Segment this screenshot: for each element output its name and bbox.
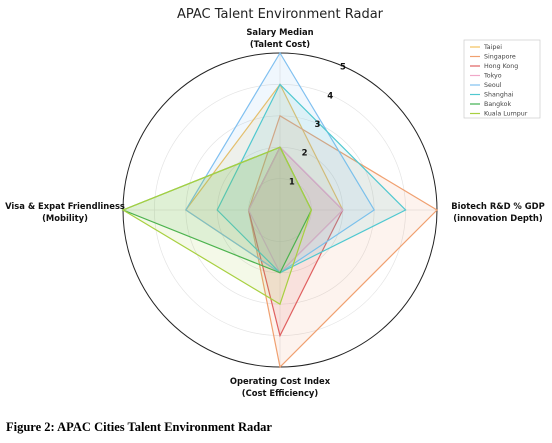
legend-label-1: Singapore <box>484 54 516 61</box>
legend-label-0: Taipei <box>483 44 502 51</box>
r-tick-5: 5 <box>340 63 346 73</box>
radar-ticks: 1 2 3 4 5 <box>289 63 346 188</box>
axis-label-left-1: Visa & Expat Friendliness <box>5 201 125 211</box>
axis-labels: Salary Median (Talent Cost) Biotech R&D … <box>5 27 545 398</box>
r-tick-2: 2 <box>302 149 308 159</box>
figure-caption: Figure 2: APAC Cities Talent Environment… <box>6 420 272 434</box>
axis-label-left-2: (Mobility) <box>42 213 88 223</box>
r-tick-3: 3 <box>314 120 320 130</box>
legend-label-5: Shanghai <box>484 92 514 99</box>
chart-title: APAC Talent Environment Radar <box>177 7 384 22</box>
legend: Taipei Singapore Hong Kong Tokyo Seoul Shangh… <box>463 39 541 119</box>
axis-label-top-1: Salary Median <box>246 27 313 37</box>
axis-label-bottom-2: (Cost Efficiency) <box>242 388 319 398</box>
axis-label-top-2: (Talent Cost) <box>250 39 310 49</box>
legend-label-4: Seoul <box>484 82 502 89</box>
r-tick-1: 1 <box>289 177 295 187</box>
axis-label-right-1: Biotech R&D % GDP <box>451 201 544 211</box>
series-kuala-lumpur <box>121 146 313 306</box>
axis-label-right-2: (innovation Depth) <box>453 213 543 223</box>
legend-label-2: Hong Kong <box>484 63 518 70</box>
legend-label-7: Kuala Lumpur <box>484 111 528 118</box>
legend-label-3: Tokyo <box>483 73 502 80</box>
legend-label-6: Bangkok <box>484 101 511 108</box>
r-tick-4: 4 <box>327 91 333 101</box>
axis-label-bottom-1: Operating Cost Index <box>230 376 331 386</box>
radar-series <box>121 51 438 369</box>
legend-frame <box>463 39 541 119</box>
